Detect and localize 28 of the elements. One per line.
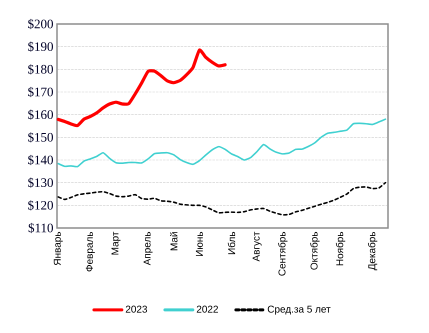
- x-tick-label: Ибль: [228, 232, 236, 254]
- line-series: [56, 48, 227, 128]
- y-tick-label: $180: [28, 64, 53, 75]
- y-tick-label: $160: [28, 109, 53, 120]
- legend-label: 2022: [196, 306, 218, 313]
- x-tick-label: Февраль: [86, 232, 95, 272]
- y-tick-label: $130: [28, 177, 53, 188]
- legend-label: 2023: [126, 306, 148, 313]
- x-tick-label: Март: [112, 232, 120, 255]
- x-tick-label: Ноябрь: [336, 232, 346, 266]
- x-tick-label: Июнь: [196, 232, 203, 256]
- line-series: [57, 118, 386, 168]
- x-tick-label: Май: [170, 232, 178, 250]
- y-tick-label: $110: [28, 222, 53, 234]
- x-tick-label: Сентябрь: [278, 232, 288, 276]
- x-tick-label: Август: [252, 232, 262, 262]
- legend-label: Сред.за 5 лет: [268, 306, 331, 315]
- line-series: [57, 182, 386, 216]
- x-tick-label: Январь: [54, 232, 63, 266]
- y-tick-label: $150: [28, 132, 53, 143]
- x-tick-label: Декабрь: [368, 232, 378, 270]
- y-tick-label: $200: [28, 18, 53, 30]
- y-tick-label: $190: [28, 41, 53, 52]
- y-tick-label: $170: [28, 86, 53, 98]
- y-tick-label: $140: [28, 154, 53, 166]
- y-tick-label: $120: [28, 200, 53, 211]
- x-tick-label: Октябрь: [310, 232, 320, 270]
- x-tick-label: Апрель: [144, 232, 153, 266]
